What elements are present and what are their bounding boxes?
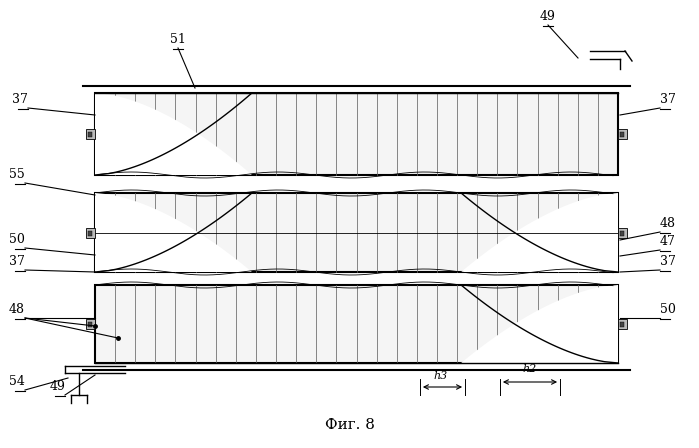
Polygon shape [95,93,252,175]
Text: 48: 48 [660,217,676,230]
Text: h3: h3 [433,371,447,381]
Bar [620,132,624,137]
Text: 37: 37 [660,93,676,106]
Bar [618,319,627,329]
Text: 50: 50 [9,233,25,246]
Bar [86,129,95,139]
Polygon shape [461,285,618,363]
Bar [86,228,95,237]
Polygon shape [461,193,618,272]
Bar [88,132,92,137]
Polygon shape [95,193,252,272]
Bar [618,228,627,237]
Bar [95,285,618,363]
Text: 49: 49 [540,10,556,23]
Text: Фиг. 8: Фиг. 8 [324,418,375,432]
Bar [95,193,618,272]
Text: 48: 48 [9,303,25,316]
Text: 55: 55 [9,168,25,181]
Text: 50: 50 [660,303,676,316]
Bar [86,319,95,329]
Text: 47: 47 [660,235,676,248]
Text: 51: 51 [170,33,186,46]
Bar [88,231,92,236]
Bar [620,322,624,327]
Bar [95,93,618,175]
Bar [620,231,624,236]
Bar [88,322,92,327]
Text: h2: h2 [523,364,537,374]
Bar [618,129,627,139]
Text: 54: 54 [9,375,25,388]
Text: 37: 37 [12,93,28,106]
Text: 37: 37 [9,255,25,268]
Text: 37: 37 [660,255,676,268]
Text: 49: 49 [49,380,65,393]
